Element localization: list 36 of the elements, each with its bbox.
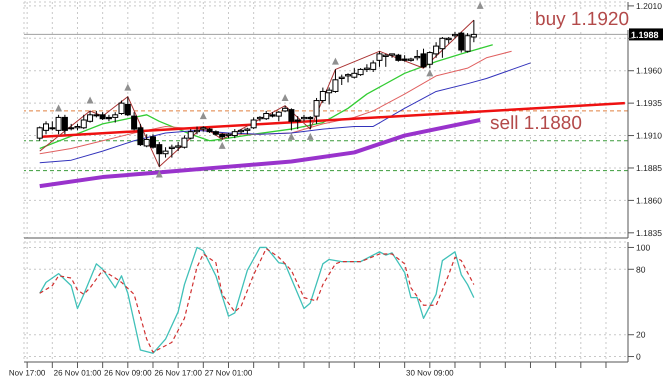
point [200, 112, 207, 120]
point [476, 2, 484, 9]
point [86, 96, 94, 104]
y-tick-label: 1.1935 [636, 98, 662, 108]
candlestick [338, 74, 345, 86]
point [218, 142, 226, 149]
line-series [39, 20, 474, 168]
point [282, 94, 289, 101]
y-tick-label: 1.1960 [636, 66, 662, 76]
x-tick-label: 26 Nov 01:00 [54, 368, 102, 378]
point [332, 58, 339, 65]
point [124, 84, 132, 91]
x-tick-label: 26 Nov 17:00 [154, 368, 202, 378]
y-tick-label: 1.2010 [636, 0, 662, 11]
x-tick-label: 27 Nov 01:00 [204, 368, 253, 378]
y-tick-label: 80 [636, 264, 646, 274]
y-tick-label: 100 [636, 242, 650, 252]
y-tick-label: 1.1885 [636, 162, 662, 173]
x-tick-label: 30 Nov 09:00 [406, 368, 454, 378]
candlestick [250, 116, 257, 130]
x-tick-label: 26 Nov 09:00 [104, 368, 152, 378]
y-tick-label: 1.1835 [636, 228, 662, 238]
point [426, 69, 434, 76]
y-tick-label: 20 [636, 330, 646, 340]
annotation: buy 1.1920 [535, 9, 630, 30]
x-tick-label: Nov 17:00 [8, 368, 46, 378]
point [55, 104, 62, 112]
y-tick-label: 1.1910 [636, 130, 662, 141]
y-tick-label: 0 [636, 352, 641, 362]
y-tick-label: 1.1860 [636, 195, 662, 206]
point [156, 170, 163, 178]
line-series [38, 118, 482, 188]
annotation: sell 1.1880 [490, 113, 582, 134]
ref-line-label: 1.1988 [631, 30, 659, 40]
point [288, 132, 295, 140]
point [306, 132, 314, 140]
